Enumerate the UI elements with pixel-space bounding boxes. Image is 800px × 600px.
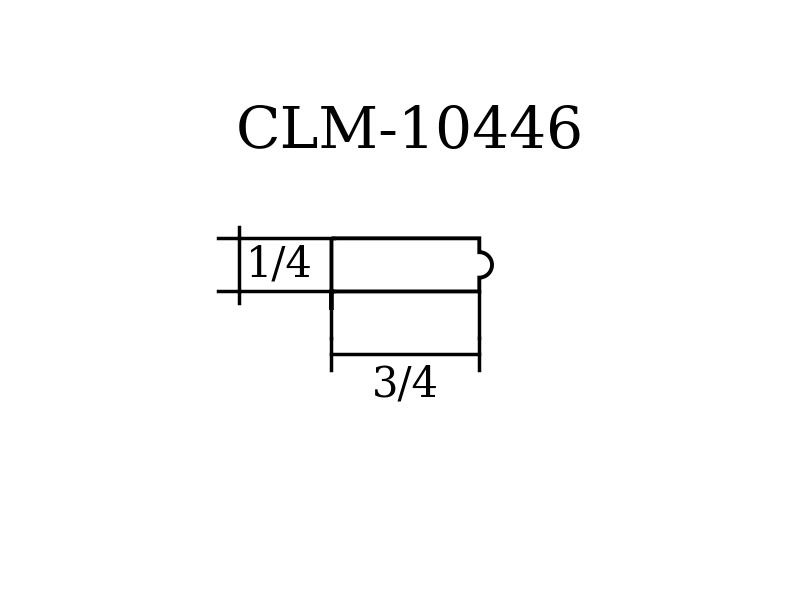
Text: CLM-10446: CLM-10446	[236, 104, 584, 160]
Text: 3/4: 3/4	[372, 363, 439, 405]
Text: 1/4: 1/4	[246, 244, 313, 286]
